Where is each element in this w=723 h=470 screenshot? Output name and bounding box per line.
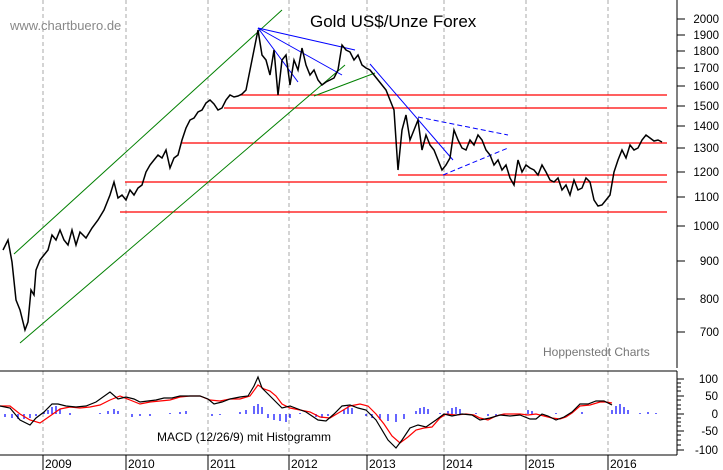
y-tick-1400: 1400 bbox=[693, 121, 719, 133]
y-tick-1800: 1800 bbox=[693, 46, 719, 58]
macd-tick-neg50: -50 bbox=[701, 426, 718, 438]
y-tick-1300: 1300 bbox=[693, 143, 719, 155]
price-series bbox=[2, 29, 663, 333]
y-tick-800: 800 bbox=[700, 294, 719, 306]
y-tick-1200: 1200 bbox=[693, 167, 719, 179]
trend-channel bbox=[13, 9, 376, 344]
support-resistance-lines bbox=[120, 94, 667, 213]
macd-panel: MACD (12/26/9) mit Histogramm 100 50 0 -… bbox=[0, 370, 718, 457]
y-tick-1500: 1500 bbox=[693, 101, 719, 113]
y-tick-1100: 1100 bbox=[694, 192, 719, 204]
macd-tick-0: 0 bbox=[712, 409, 718, 421]
x-tick-2011: 2011 bbox=[210, 457, 236, 470]
y-tick-700: 700 bbox=[700, 327, 719, 339]
x-tick-2009: 2009 bbox=[45, 457, 72, 470]
x-tick-2014: 2014 bbox=[446, 457, 473, 470]
vertical-gridlines bbox=[42, 0, 609, 455]
watermark: www.chartbuero.de bbox=[9, 18, 121, 33]
y-tick-1700: 1700 bbox=[693, 63, 719, 75]
x-tick-2013: 2013 bbox=[369, 457, 396, 470]
x-tick-2010: 2010 bbox=[128, 457, 155, 470]
source-label: Hoppenstedt Charts bbox=[543, 345, 650, 359]
macd-tick-100: 100 bbox=[699, 374, 718, 386]
macd-line bbox=[0, 375, 613, 449]
y-tick-900: 900 bbox=[700, 256, 719, 268]
x-tick-2016: 2016 bbox=[610, 457, 637, 470]
macd-tick-50: 50 bbox=[705, 391, 718, 403]
macd-tick-neg100: -100 bbox=[695, 445, 718, 457]
chart-title: Gold US$/Unze Forex bbox=[310, 12, 477, 31]
trendlines bbox=[257, 27, 509, 176]
y-tick-1600: 1600 bbox=[693, 81, 719, 93]
price-axis: 2000 1900 1800 1700 1600 1500 1400 1300 … bbox=[676, 0, 719, 368]
x-tick-2015: 2015 bbox=[528, 457, 555, 470]
x-tick-2012: 2012 bbox=[291, 457, 318, 470]
x-axis: 2009 2010 2011 2012 2013 2014 2015 2016 bbox=[42, 455, 637, 470]
macd-label: MACD (12/26/9) mit Histogramm bbox=[157, 430, 331, 444]
y-tick-1900: 1900 bbox=[693, 30, 719, 42]
y-tick-2000: 2000 bbox=[693, 14, 719, 26]
y-tick-1000: 1000 bbox=[693, 221, 719, 233]
